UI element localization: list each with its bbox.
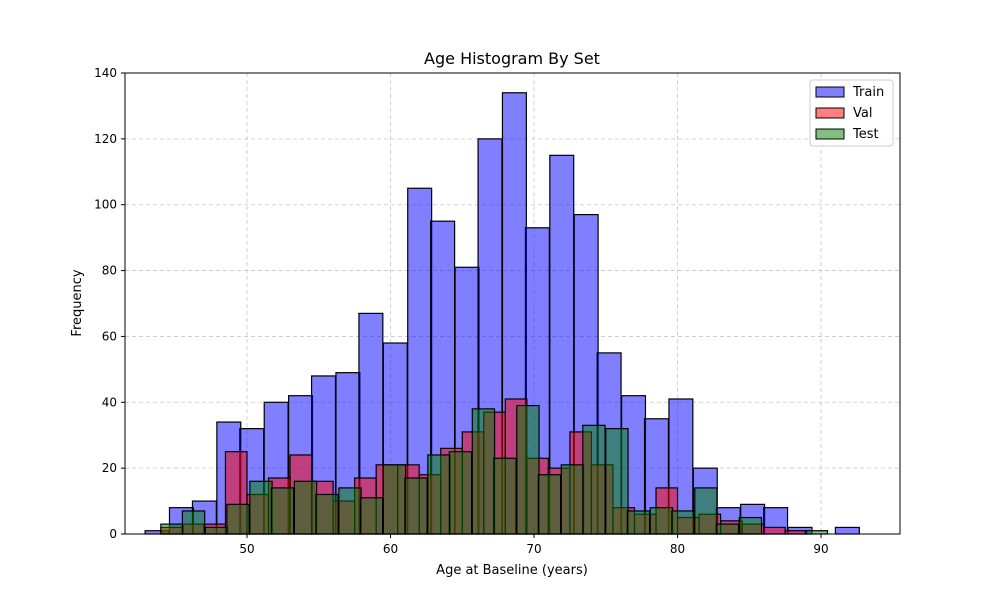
histogram-bar-test [738,516,763,535]
y-tick-label: 120 [94,132,117,146]
histogram-bar-test [338,487,362,535]
histogram-bar-test [516,404,540,535]
x-tick-label: 90 [813,542,828,556]
x-axis-label: Age at Baseline (years) [436,563,588,578]
chart-title: Age Histogram By Set [424,49,600,68]
histogram-bar-test [181,510,206,535]
histogram-bar-test [270,487,295,535]
legend-label-train: Train [852,85,884,100]
x-tick-label: 50 [239,542,254,556]
y-tick-label: 140 [94,66,117,80]
histogram-bar-test [715,523,740,535]
histogram-bar-test [359,497,384,535]
histogram-bar-test [537,474,562,535]
series-test [160,404,829,535]
legend: Train Val Test [809,79,894,147]
histogram-bar-test [226,503,250,535]
x-tick-label: 60 [383,542,398,556]
legend-swatch-train [815,86,845,98]
y-tick-label: 20 [102,461,117,475]
histogram-bar-test [404,477,428,535]
y-axis-ticks: 0 20 40 60 80 100 120 140 [94,66,125,541]
legend-label-val: Val [853,106,872,121]
histogram-bar-val [763,526,786,535]
y-tick-label: 80 [102,264,117,278]
y-axis-label: Frequency [70,269,85,336]
histogram-bar-test [605,428,629,535]
histogram-bar-test [582,424,606,535]
histogram-bar-test [160,523,184,535]
histogram-bar-test [471,408,496,535]
histogram-bar-test [427,454,451,535]
y-tick-label: 60 [102,329,117,343]
histogram-bar-test [671,510,695,535]
y-tick-label: 0 [109,527,117,541]
legend-swatch-val [815,107,845,119]
histogram-bar-test [626,510,651,535]
legend-label-test: Test [852,127,879,142]
x-axis-ticks: 50 60 70 80 90 [239,534,829,556]
histogram-bar-test [694,487,718,535]
histogram-bar-test [560,464,585,535]
x-tick-label: 80 [670,542,685,556]
histogram-bar-test [493,457,517,535]
histogram-bar-test [649,507,674,535]
histogram-bar-test [382,464,407,535]
legend-swatch-test [815,128,845,140]
histogram-bar-test [315,493,339,535]
histogram-bar-test [448,451,473,535]
histogram-bar-test [249,480,273,535]
histogram-bar-test [293,480,318,535]
y-tick-label: 100 [94,198,117,212]
histogram-bar-train [834,526,860,535]
y-tick-label: 40 [102,395,117,409]
plot-frame [124,72,901,535]
histogram-bar-test [204,526,229,535]
x-tick-label: 70 [526,542,541,556]
